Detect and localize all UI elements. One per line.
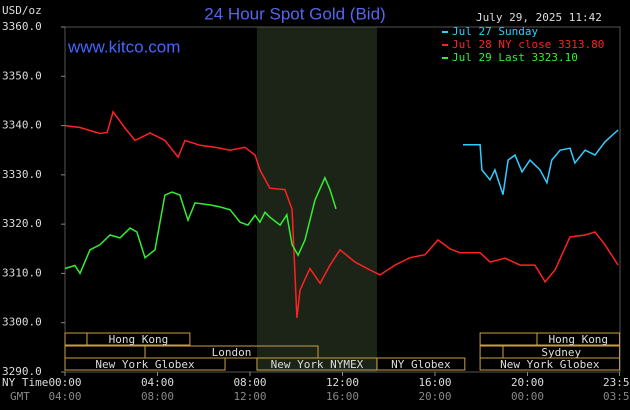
session-label: London — [212, 346, 252, 359]
x-tick-label: 12:00 — [326, 376, 359, 389]
session-bar — [376, 357, 466, 371]
session-label: New York Globex — [95, 358, 195, 371]
gmt-tick-label: 20:00 — [418, 390, 451, 403]
y-tick-label: 3290.0 — [2, 365, 42, 378]
y-tick-label: 3320.0 — [2, 217, 42, 230]
session-label: Hong Kong — [548, 333, 608, 346]
price-line — [64, 175, 337, 275]
y-tick-label: 3310.0 — [2, 266, 42, 279]
x-tick-label: 00:00 — [48, 376, 81, 389]
y-tick-label: 3350.0 — [2, 69, 42, 82]
gmt-row-label: GMT — [10, 390, 30, 403]
gmt-tick-label: 08:00 — [141, 390, 174, 403]
gmt-tick-label: 16:00 — [326, 390, 359, 403]
gmt-tick-label: 03:59 — [603, 390, 630, 403]
y-tick-label: 3300.0 — [2, 316, 42, 329]
x-tick-label: 16:00 — [418, 376, 451, 389]
session-label: Sydney — [541, 346, 581, 359]
session-label: New York NYMEX — [271, 358, 364, 371]
gmt-tick-label: 04:00 — [48, 390, 81, 403]
legend-label: Jul 28 NY close 3313.80 — [452, 38, 604, 51]
x-row-label: NY Time — [2, 376, 48, 389]
y-unit: USD/oz — [2, 4, 42, 17]
x-tick-label: 04:00 — [141, 376, 174, 389]
x-tick-label: 23:59 — [603, 376, 630, 389]
session-bar — [479, 357, 621, 371]
gmt-tick-label: 00:00 — [511, 390, 544, 403]
session-label: New York Globex — [500, 358, 600, 371]
gmt-tick-label: 12:00 — [233, 390, 266, 403]
chart-title: 24 Hour Spot Gold (Bid) — [204, 4, 385, 23]
timestamp: July 29, 2025 11:42 — [476, 11, 602, 24]
session-label: NY Globex — [391, 358, 451, 371]
session-filler — [479, 332, 538, 346]
watermark: www.kitco.com — [67, 37, 180, 56]
price-line — [64, 110, 619, 318]
price-line — [463, 129, 619, 195]
y-tick-label: 3330.0 — [2, 168, 42, 181]
y-tick-label: 3340.0 — [2, 119, 42, 132]
session-filler — [64, 332, 88, 346]
x-tick-label: 20:00 — [511, 376, 544, 389]
legend-label: Jul 27 Sunday — [452, 25, 538, 38]
nymex-shade — [256, 27, 377, 372]
y-tick-label: 3360.0 — [2, 20, 42, 33]
x-tick-label: 08:00 — [233, 376, 266, 389]
session-filler — [479, 345, 504, 359]
session-filler — [64, 345, 146, 359]
session-label: Hong Kong — [109, 333, 169, 346]
legend-label: Jul 29 Last 3323.10 — [452, 51, 578, 64]
